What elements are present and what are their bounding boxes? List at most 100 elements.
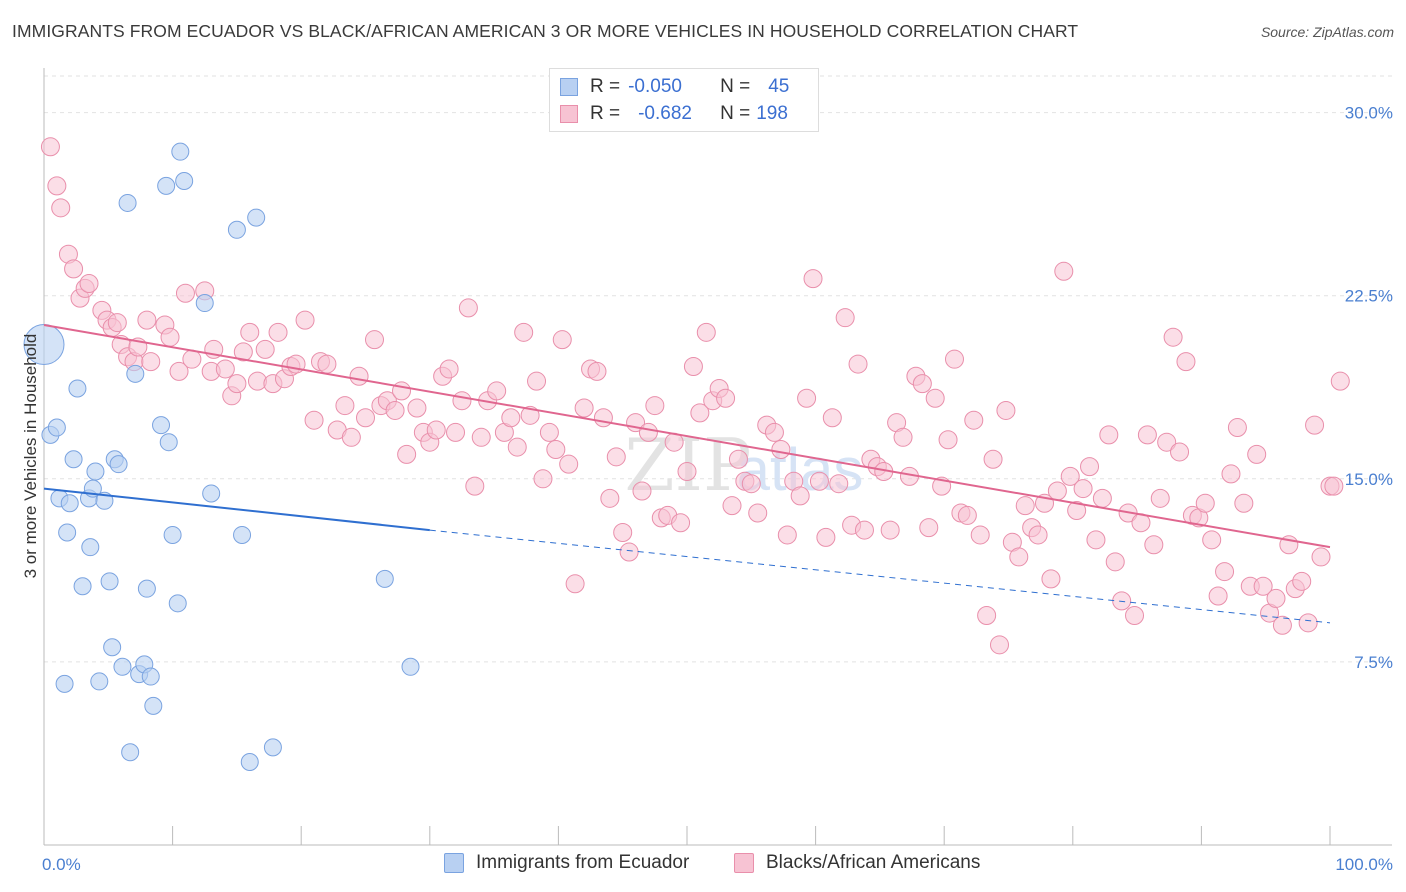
data-point-blacks <box>79 274 99 294</box>
data-point-ecuador <box>68 379 87 398</box>
y-axis-label: 3 or more Vehicles in Household <box>21 334 40 579</box>
data-point-blacks <box>970 525 990 545</box>
data-point-blacks <box>619 542 639 562</box>
data-point-blacks <box>996 400 1016 420</box>
data-point-blacks <box>771 440 791 460</box>
axes <box>43 68 1392 846</box>
data-point-blacks <box>722 496 742 516</box>
data-point-ecuador <box>47 418 66 437</box>
data-point-blacks <box>356 408 375 428</box>
legend-n-value: 45 <box>768 76 790 97</box>
data-point-blacks <box>638 422 658 442</box>
data-point-blacks <box>458 298 478 318</box>
data-point-blacks <box>1221 464 1241 484</box>
data-point-ecuador <box>23 324 65 366</box>
data-point-ecuador <box>171 142 190 161</box>
data-point-blacks <box>1137 425 1157 445</box>
data-point-ecuador <box>168 594 187 613</box>
data-point-blacks <box>446 422 466 442</box>
data-point-blacks <box>957 505 977 525</box>
data-point-blacks <box>1028 525 1048 545</box>
data-point-blacks <box>696 322 716 342</box>
data-point-blacks <box>1330 371 1350 391</box>
data-point-blacks <box>1009 547 1029 567</box>
legend-r-label: R = <box>590 103 621 124</box>
data-point-blacks <box>593 408 613 428</box>
data-point-blacks <box>938 430 958 450</box>
data-point-blacks <box>501 408 521 428</box>
data-point-blacks <box>533 469 553 489</box>
data-point-ecuador <box>103 638 122 657</box>
data-point-ecuador <box>159 433 178 452</box>
data-point-blacks <box>977 606 997 626</box>
data-point-blacks <box>107 313 127 333</box>
legend-r-label: R = <box>590 76 621 97</box>
legend-n-label: N = <box>720 76 751 97</box>
data-point-blacks <box>1125 606 1145 626</box>
data-point-blacks <box>487 381 507 401</box>
data-point-blacks <box>809 471 829 491</box>
data-point-blacks <box>912 374 932 394</box>
data-point-blacks <box>233 342 253 362</box>
y-tick-label: 30.0% <box>1345 104 1393 123</box>
data-point-ecuador <box>64 450 83 469</box>
chart-title: IMMIGRANTS FROM ECUADOR VS BLACK/AFRICAN… <box>12 21 1079 41</box>
data-point-blacks <box>777 525 797 545</box>
data-point-blacks <box>964 410 984 430</box>
data-point-blacks <box>829 474 849 494</box>
data-point-blacks <box>1305 415 1325 435</box>
data-point-blacks <box>925 388 945 408</box>
data-point-blacks <box>175 283 195 303</box>
data-point-blacks <box>1092 488 1112 508</box>
data-point-ecuador <box>401 657 420 676</box>
data-point-blacks <box>240 322 260 342</box>
series-blacks-points <box>40 137 1350 655</box>
data-point-blacks <box>893 427 913 447</box>
data-point-blacks <box>227 374 247 394</box>
series-ecuador-points <box>23 142 420 771</box>
data-point-blacks <box>465 476 485 496</box>
trend-line-ecuador <box>43 487 430 532</box>
data-point-blacks <box>520 405 540 425</box>
data-point-blacks <box>816 527 836 547</box>
data-point-blacks <box>341 427 361 447</box>
data-point-blacks <box>671 513 691 533</box>
data-point-blacks <box>764 422 784 442</box>
data-point-blacks <box>40 137 60 157</box>
data-point-ecuador <box>263 738 282 757</box>
data-point-ecuador <box>121 743 140 762</box>
data-point-ecuador <box>375 569 394 588</box>
data-point-ecuador <box>100 572 119 591</box>
data-point-blacks <box>728 449 748 469</box>
data-point-blacks <box>1253 576 1273 596</box>
data-point-blacks <box>797 388 817 408</box>
data-point-blacks <box>1170 442 1190 462</box>
data-point-blacks <box>64 259 84 279</box>
data-point-blacks <box>1227 418 1247 438</box>
data-point-ecuador <box>126 364 145 383</box>
data-point-blacks <box>1298 613 1318 633</box>
data-point-blacks <box>255 339 275 359</box>
data-point-blacks <box>1073 479 1093 499</box>
data-point-blacks <box>295 310 315 330</box>
data-point-blacks <box>600 488 620 508</box>
data-point-blacks <box>268 322 288 342</box>
data-point-blacks <box>574 398 594 418</box>
data-point-blacks <box>539 422 559 442</box>
data-point-blacks <box>335 396 355 416</box>
data-point-blacks <box>392 381 412 401</box>
y-tick-label: 15.0% <box>1345 470 1393 489</box>
data-point-blacks <box>552 330 572 350</box>
data-point-blacks <box>1015 496 1035 516</box>
data-point-ecuador <box>195 294 214 313</box>
data-point-blacks <box>835 308 855 328</box>
data-point-blacks <box>1208 586 1228 606</box>
data-point-ecuador <box>58 523 77 542</box>
data-point-blacks <box>47 176 67 196</box>
data-point-ecuador <box>175 171 194 190</box>
legend-swatch-ecuador <box>560 78 578 96</box>
data-point-blacks <box>1047 481 1067 501</box>
data-point-blacks <box>1215 562 1235 582</box>
data-point-blacks <box>1202 530 1222 550</box>
data-point-ecuador <box>233 525 252 544</box>
